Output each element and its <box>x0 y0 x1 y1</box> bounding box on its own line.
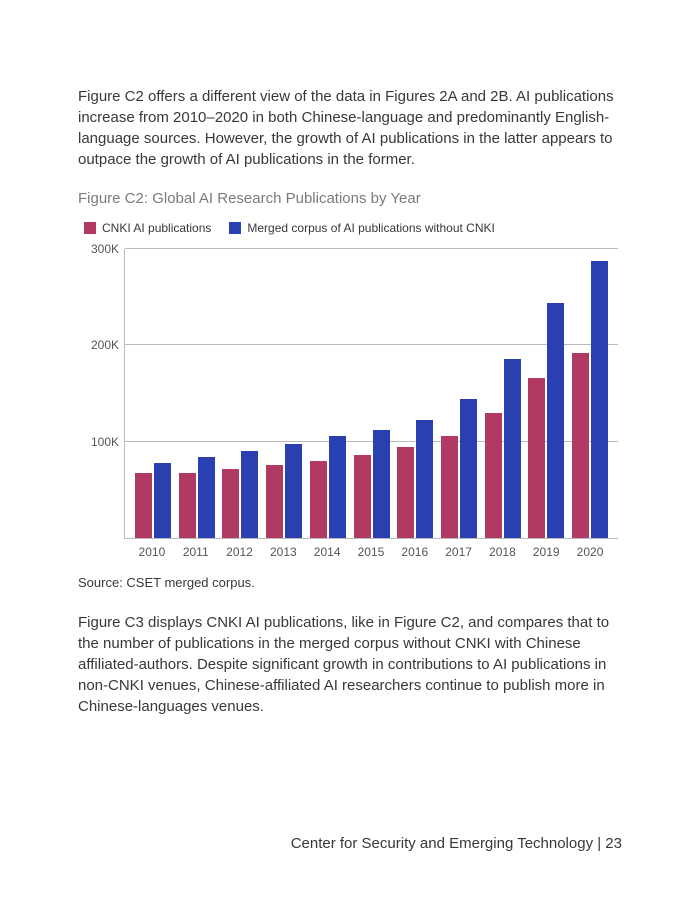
bar-group <box>262 444 306 538</box>
bar-series2 <box>373 430 390 538</box>
page-footer: Center for Security and Emerging Technol… <box>291 835 622 852</box>
bar-series1 <box>485 413 502 538</box>
legend-label-series1: CNKI AI publications <box>102 221 211 235</box>
bar-group <box>350 430 394 538</box>
bar-group <box>525 303 569 538</box>
bar-series2 <box>154 463 171 538</box>
bar-series1 <box>354 455 371 538</box>
bar-series2 <box>285 444 302 538</box>
figure-source: Source: CSET merged corpus. <box>78 575 622 590</box>
bar-series2 <box>504 359 521 538</box>
legend-label-series2: Merged corpus of AI publications without… <box>247 221 494 235</box>
bar-series1 <box>179 473 196 539</box>
chart-bars <box>125 249 618 538</box>
bar-series2 <box>241 451 258 538</box>
bar-series1 <box>397 447 414 538</box>
chart-x-label: 2012 <box>218 539 262 559</box>
chart-x-label: 2020 <box>568 539 612 559</box>
bar-group <box>568 261 612 538</box>
bar-group <box>393 420 437 538</box>
chart-y-label: 100K <box>79 435 119 449</box>
chart-x-label: 2010 <box>130 539 174 559</box>
chart-x-label: 2016 <box>393 539 437 559</box>
intro-paragraph: Figure C2 offers a different view of the… <box>78 86 622 170</box>
chart-x-axis: 2010201120122013201420152016201720182019… <box>124 539 618 559</box>
bar-series1 <box>528 378 545 538</box>
legend-item-series2: Merged corpus of AI publications without… <box>229 221 494 235</box>
bar-series1 <box>310 461 327 538</box>
bar-series1 <box>441 436 458 538</box>
chart-x-label: 2015 <box>349 539 393 559</box>
bar-series2 <box>591 261 608 538</box>
bar-series1 <box>222 469 239 538</box>
bar-series2 <box>416 420 433 538</box>
bar-series1 <box>135 473 152 539</box>
chart-x-label: 2018 <box>481 539 525 559</box>
chart-x-label: 2013 <box>261 539 305 559</box>
bar-series2 <box>460 399 477 538</box>
bar-series2 <box>329 436 346 538</box>
legend-item-series1: CNKI AI publications <box>84 221 211 235</box>
chart-legend: CNKI AI publications Merged corpus of AI… <box>78 221 622 235</box>
chart-y-label: 300K <box>79 242 119 256</box>
chart-x-label: 2019 <box>524 539 568 559</box>
body-paragraph: Figure C3 displays CNKI AI publications,… <box>78 612 622 717</box>
bar-series1 <box>572 353 589 538</box>
bar-series2 <box>547 303 564 538</box>
bar-group <box>306 436 350 538</box>
figure-title: Figure C2: Global AI Research Publicatio… <box>78 190 622 207</box>
chart-x-label: 2014 <box>305 539 349 559</box>
bar-group <box>175 457 219 538</box>
chart: 100K200K300K 201020112012201320142015201… <box>78 249 618 559</box>
bar-group <box>437 399 481 538</box>
chart-y-label: 200K <box>79 338 119 352</box>
bar-group <box>481 359 525 538</box>
legend-swatch-series2 <box>229 222 241 234</box>
chart-x-label: 2017 <box>437 539 481 559</box>
chart-x-label: 2011 <box>174 539 218 559</box>
bar-series1 <box>266 465 283 538</box>
legend-swatch-series1 <box>84 222 96 234</box>
bar-group <box>131 463 175 538</box>
chart-plot-area: 100K200K300K <box>124 249 618 539</box>
bar-series2 <box>198 457 215 538</box>
bar-group <box>218 451 262 538</box>
page: Figure C2 offers a different view of the… <box>0 0 700 717</box>
